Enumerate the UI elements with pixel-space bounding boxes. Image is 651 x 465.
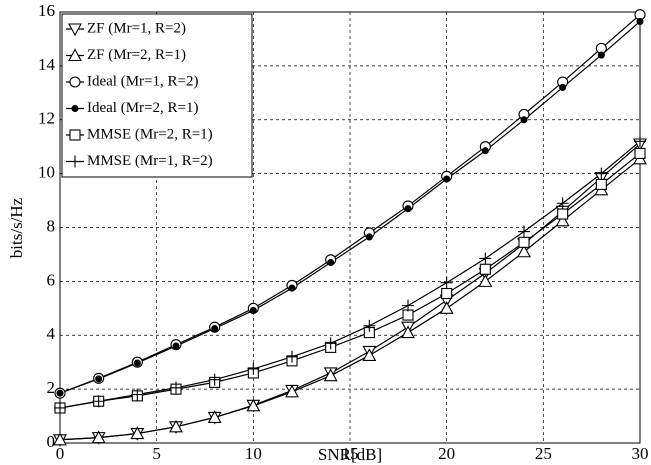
marker [327,258,335,267]
marker [439,301,454,314]
marker [91,430,106,444]
marker [286,350,298,363]
marker [95,375,103,383]
x-tick-label: 0 [56,444,65,463]
marker [520,116,528,124]
legend-label: Ideal (Mr=1, R=2) [87,73,198,89]
series-line [59,140,641,409]
x-tick-label: 25 [535,444,552,463]
x-axis-label: SNR[dB] [318,445,382,464]
marker [557,208,569,220]
marker [71,104,79,113]
marker [595,178,607,190]
marker [69,76,81,88]
series-line [59,158,641,441]
legend-label: ZF (Mr=2, R=1) [87,47,186,63]
legend: ZF (Mr=1, R=2) ZF (Mr=2, R=1) Ideal (Mr=1,… [61,13,253,178]
marker [207,410,222,423]
series-line [59,14,641,394]
marker [518,225,530,238]
y-tick-label: 16 [38,1,55,20]
marker [54,401,66,414]
marker [402,299,414,312]
x-tick-label: 5 [152,444,161,463]
marker [362,348,377,362]
marker [68,23,82,37]
x-tick-label: 30 [632,444,649,463]
marker [555,213,570,227]
marker [208,373,221,386]
marker [69,129,81,141]
series-line [59,20,641,394]
series-line [59,152,641,409]
marker [597,51,605,59]
marker [559,83,567,91]
legend-label: Ideal (Mr=2, R=1) [87,100,198,116]
marker [478,274,493,287]
marker [595,167,608,180]
marker [365,233,373,241]
marker [324,337,337,350]
marker [131,388,144,401]
marker [56,389,64,397]
marker [443,175,451,183]
y-tick-label: 8 [47,216,56,235]
y-tick-label: 10 [38,163,55,182]
marker [170,381,182,394]
legend-label: MMSE (Mr=1, R=2) [87,153,213,169]
marker [285,384,299,398]
marker [481,147,489,155]
marker [133,359,141,367]
marker [363,319,376,332]
marker [518,236,530,248]
y-tick-label: 6 [47,270,56,289]
legend-label: ZF (Mr=1, R=2) [87,20,186,36]
marker [246,398,261,412]
marker [556,197,569,210]
marker [53,432,67,446]
marker [517,244,531,258]
x-tick-label: 15 [342,444,359,463]
marker [440,276,453,289]
marker [247,362,260,375]
marker [634,147,646,159]
marker [288,284,296,292]
marker [401,325,415,339]
legend-label: MMSE (Mr=2, R=1) [87,126,213,142]
y-tick-label: 0 [47,432,56,451]
marker [634,135,646,148]
marker [68,48,82,62]
plot-frame [59,11,641,444]
marker [211,324,219,333]
y-tick-label: 14 [38,55,56,74]
y-tick-label: 2 [47,378,56,397]
marker [249,306,257,315]
marker [69,155,81,168]
marker [172,342,180,350]
marker [479,263,491,275]
marker [479,252,492,265]
legend-box [61,13,253,178]
marker [169,419,183,433]
marker [323,368,338,382]
marker [92,395,105,408]
x-tick-label: 10 [245,444,262,463]
y-tick-label: 4 [47,324,56,343]
marker [636,17,644,25]
y-tick-label: 12 [38,109,55,128]
x-tick-label: 20 [438,444,455,463]
marker [441,287,453,300]
marker [404,205,412,213]
marker [130,426,145,440]
y-axis-label: bits/s/Hz [7,197,26,258]
